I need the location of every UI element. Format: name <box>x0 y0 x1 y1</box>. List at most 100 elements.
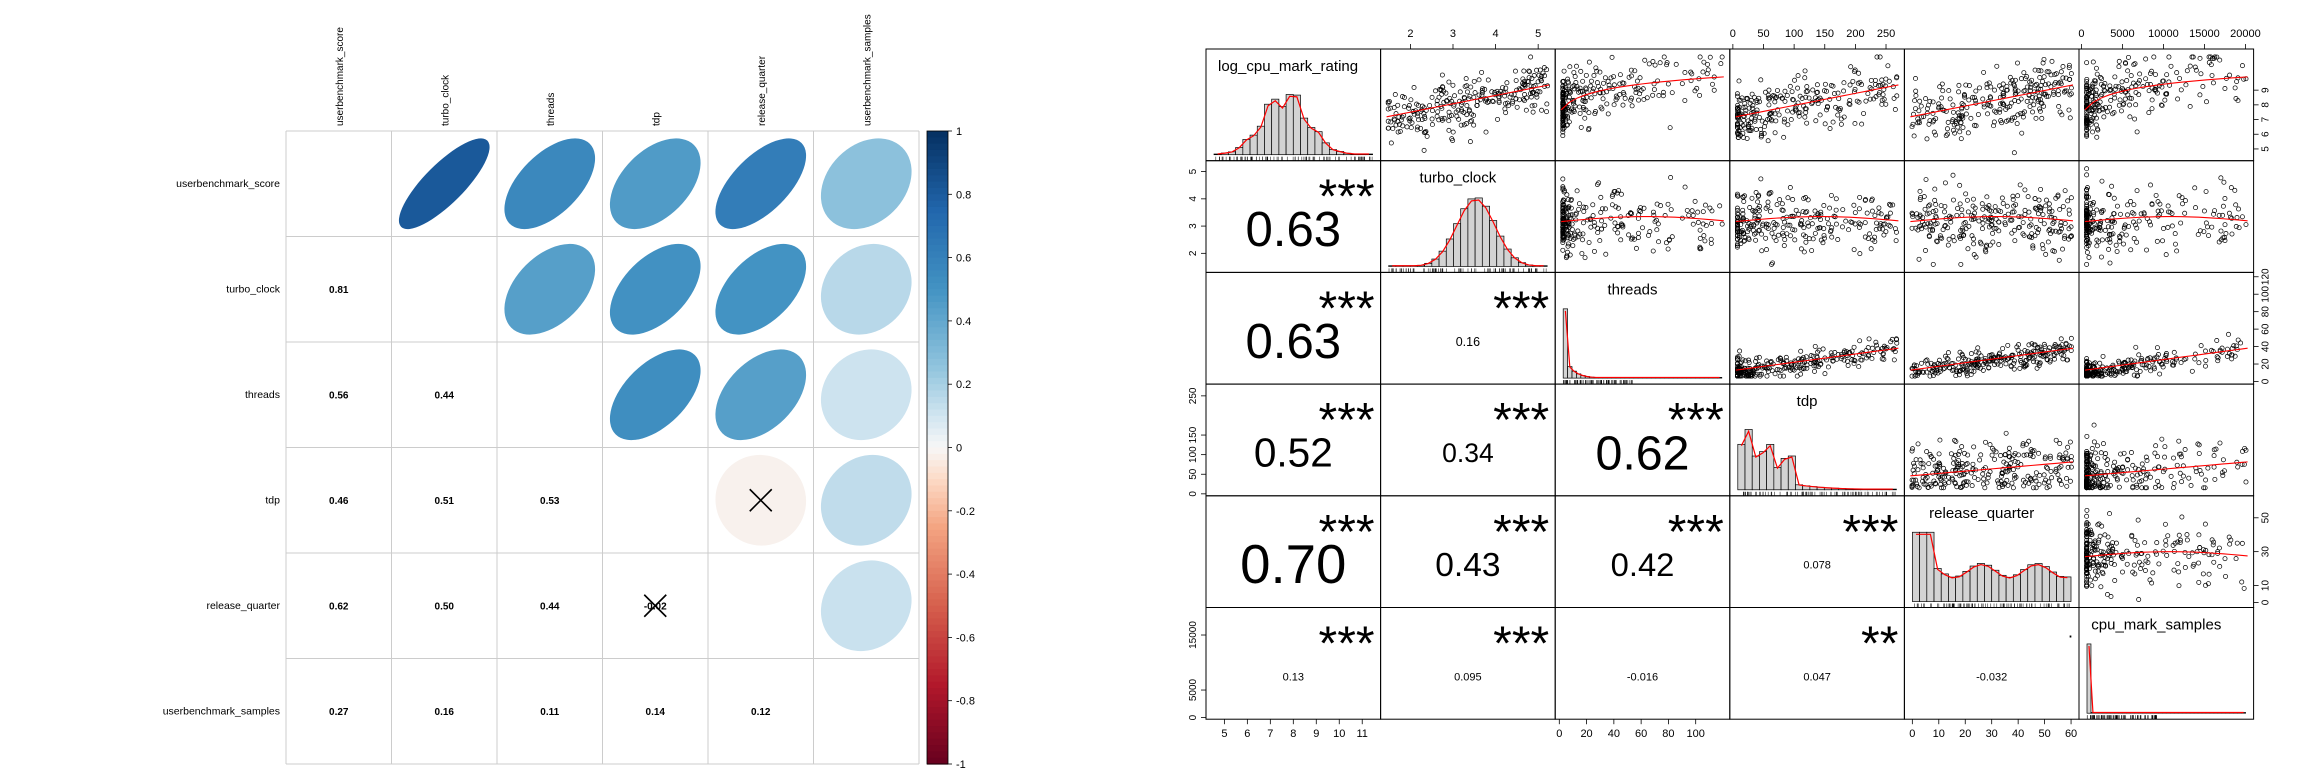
scatter-point <box>2223 230 2229 236</box>
scatter-point <box>1745 229 1751 235</box>
scatter-point <box>2039 115 2045 121</box>
scatter-point <box>1629 103 1635 109</box>
scatter-point <box>1779 207 1785 213</box>
scatter-point <box>1617 72 1623 78</box>
scatter-point <box>1918 103 1924 109</box>
scatter-point <box>2031 448 2037 454</box>
scatter-point <box>1838 116 1844 122</box>
scatter-point <box>1830 83 1836 89</box>
scatter-point <box>2131 236 2137 241</box>
scatter-point <box>2197 92 2203 98</box>
scatter-point <box>1831 91 1837 97</box>
scatter-point <box>2108 232 2114 238</box>
scatter-point <box>2032 83 2038 88</box>
scatter-point <box>1684 207 1690 213</box>
scatter-point <box>2122 369 2128 375</box>
scatter-point <box>2107 511 2112 517</box>
scatter-point <box>1390 126 1396 132</box>
scatter-point <box>1883 101 1889 107</box>
correlation-coefficient: 0.047 <box>1803 671 1831 683</box>
scatter-point <box>1414 127 1420 133</box>
scatter-point <box>2056 103 2062 109</box>
scatter-point <box>1494 88 1500 94</box>
scatter-point <box>1503 85 1509 91</box>
scatter-point <box>1651 87 1657 92</box>
scatter-point <box>2153 72 2158 77</box>
scatter-point <box>1808 353 1814 359</box>
scatter-point <box>1950 476 1956 482</box>
scatter-point <box>1983 244 1989 250</box>
scatter-point <box>2193 67 2199 73</box>
scatter-point <box>1988 95 1994 101</box>
colorbar-segment <box>927 403 948 411</box>
scatter-point <box>2190 54 2196 60</box>
scatter-point <box>1942 180 1948 186</box>
scatter-point <box>1909 124 1915 130</box>
scatter-point <box>1758 77 1764 83</box>
scatter-point <box>1429 122 1435 128</box>
scatter-point <box>1600 80 1606 86</box>
scatter-point <box>2202 485 2208 491</box>
scatter-point <box>1755 193 1761 199</box>
scatter-point <box>2092 568 2098 574</box>
colorbar-tick-label: -0.2 <box>956 506 975 518</box>
scatter-point <box>1537 89 1543 95</box>
scatter-point <box>2106 231 2112 237</box>
scatter-point <box>2186 475 2192 481</box>
scatter-point <box>2144 458 2150 463</box>
smooth-line <box>1910 216 2074 223</box>
scatter-point <box>2107 260 2113 266</box>
colorbar-segment <box>927 219 948 227</box>
scatter-point <box>2107 482 2113 488</box>
scatter-point <box>1592 111 1598 117</box>
scatter-point <box>1971 444 1977 450</box>
scatter-point <box>2045 93 2051 99</box>
scatter-point <box>1400 123 1406 129</box>
scatter-point <box>2172 231 2178 237</box>
correlation-ellipse <box>715 243 807 335</box>
scatter-point <box>1544 101 1550 107</box>
scatter-point <box>1992 87 1998 93</box>
scatter-point <box>2030 454 2036 460</box>
scatter-point <box>1560 100 1566 106</box>
scatter-point <box>1629 95 1635 101</box>
scatter-point <box>2116 102 2122 108</box>
scatter-point <box>1787 367 1793 373</box>
scatter-point <box>1385 118 1391 124</box>
scatter-point <box>1443 90 1449 96</box>
scatter-point <box>2084 582 2090 588</box>
scatter-point <box>1800 209 1806 215</box>
row-label: userbenchmark_samples <box>163 705 280 717</box>
scatter-point <box>2068 71 2074 77</box>
scatter-point <box>1446 127 1452 133</box>
scatter-point <box>1909 225 1915 231</box>
scatter-point <box>2085 453 2091 459</box>
scatter-point <box>1933 201 1939 207</box>
colorbar-segment <box>927 745 948 752</box>
scatter-point <box>2002 468 2008 474</box>
scatter-point <box>1928 360 1934 366</box>
scatter-point <box>1803 195 1809 200</box>
scatter-point <box>1779 201 1785 207</box>
scatter-point <box>1785 108 1791 114</box>
scatter-point <box>1562 95 1568 101</box>
scatter-point <box>1467 139 1473 145</box>
scatter-point <box>1641 205 1647 211</box>
scatter-point <box>1521 82 1527 88</box>
scatter-point <box>2139 485 2145 491</box>
scatter-point <box>1877 226 1883 232</box>
scatter-point <box>2152 450 2158 456</box>
scatter-point <box>1450 129 1456 135</box>
scatter-point <box>1395 102 1401 108</box>
density-curve <box>1916 533 2068 579</box>
scatter-point <box>2028 478 2034 484</box>
scatter-point <box>1801 249 1807 255</box>
scatter-point <box>1953 362 1959 368</box>
scatter-point <box>1811 363 1817 369</box>
scatter-point <box>2171 567 2177 573</box>
scatter-point <box>2085 485 2091 491</box>
scatter-point <box>2130 477 2136 483</box>
scatter-point <box>1954 465 1960 471</box>
panel-frame <box>2078 607 2255 720</box>
scatter-point <box>1806 223 1812 229</box>
